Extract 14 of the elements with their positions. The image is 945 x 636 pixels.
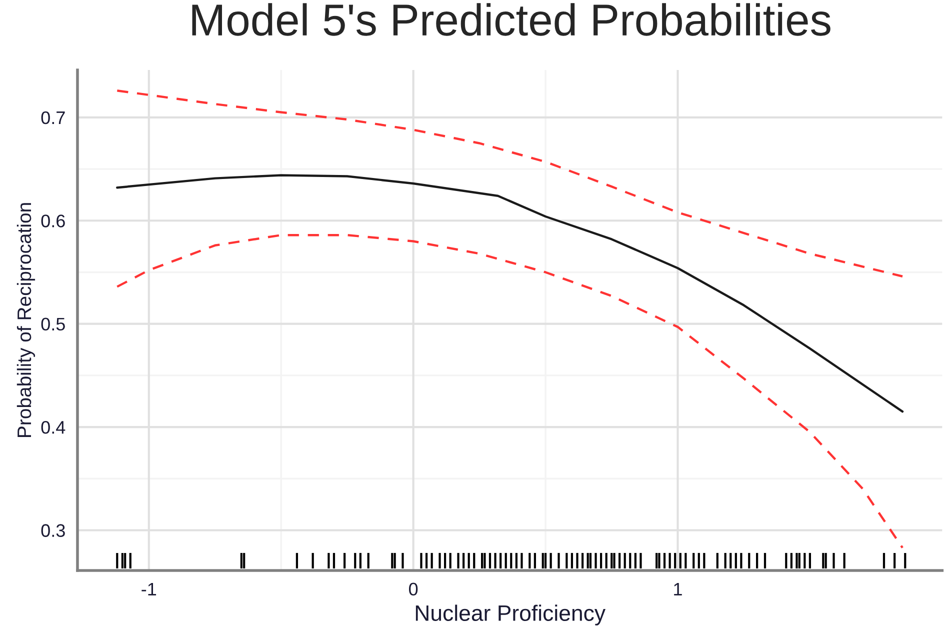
y-tick-label: 0.5 xyxy=(41,318,65,331)
y-tick-label: 0.4 xyxy=(41,420,66,434)
chart-title: Model 5's Predicted Probabilities xyxy=(192,3,830,36)
x-tick-label: -1 xyxy=(142,582,156,596)
x-tick-label: 1 xyxy=(674,582,682,596)
line-series xyxy=(116,234,904,549)
y-tick-label: 0.3 xyxy=(41,524,65,537)
x-tick-label: 0 xyxy=(408,582,418,596)
y-tick-label: 0.6 xyxy=(41,214,65,228)
y-axis-title: Probability of Reciprocation xyxy=(16,203,36,437)
line-series xyxy=(116,89,904,278)
line-series xyxy=(116,174,904,413)
y-tick-label: 0.7 xyxy=(41,111,65,124)
x-axis-title: Nuclear Proficiency xyxy=(416,604,606,626)
